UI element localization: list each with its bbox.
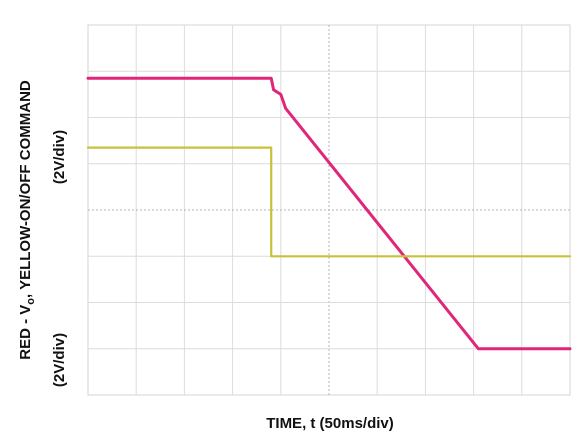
yellow-trace-on-off-command bbox=[86, 146, 572, 258]
y-axis-scale-bottom: (2V/div) bbox=[51, 333, 68, 387]
x-axis-label: TIME, t (50ms/div) bbox=[266, 415, 394, 432]
y-axis-label-subscript: o bbox=[25, 298, 37, 305]
series-layer bbox=[86, 76, 572, 351]
red-trace-vo bbox=[86, 76, 572, 351]
y-axis-label-yellow: , YELLOW-ON/OFF COMMAND bbox=[17, 80, 34, 298]
grid bbox=[87, 24, 571, 396]
y-axis-scale-top: (2V/div) bbox=[51, 130, 68, 184]
y-axis-label-red: RED - V bbox=[17, 305, 34, 360]
y-axis-label-line1: RED - Vo, YELLOW-ON/OFF COMMAND bbox=[17, 80, 37, 360]
